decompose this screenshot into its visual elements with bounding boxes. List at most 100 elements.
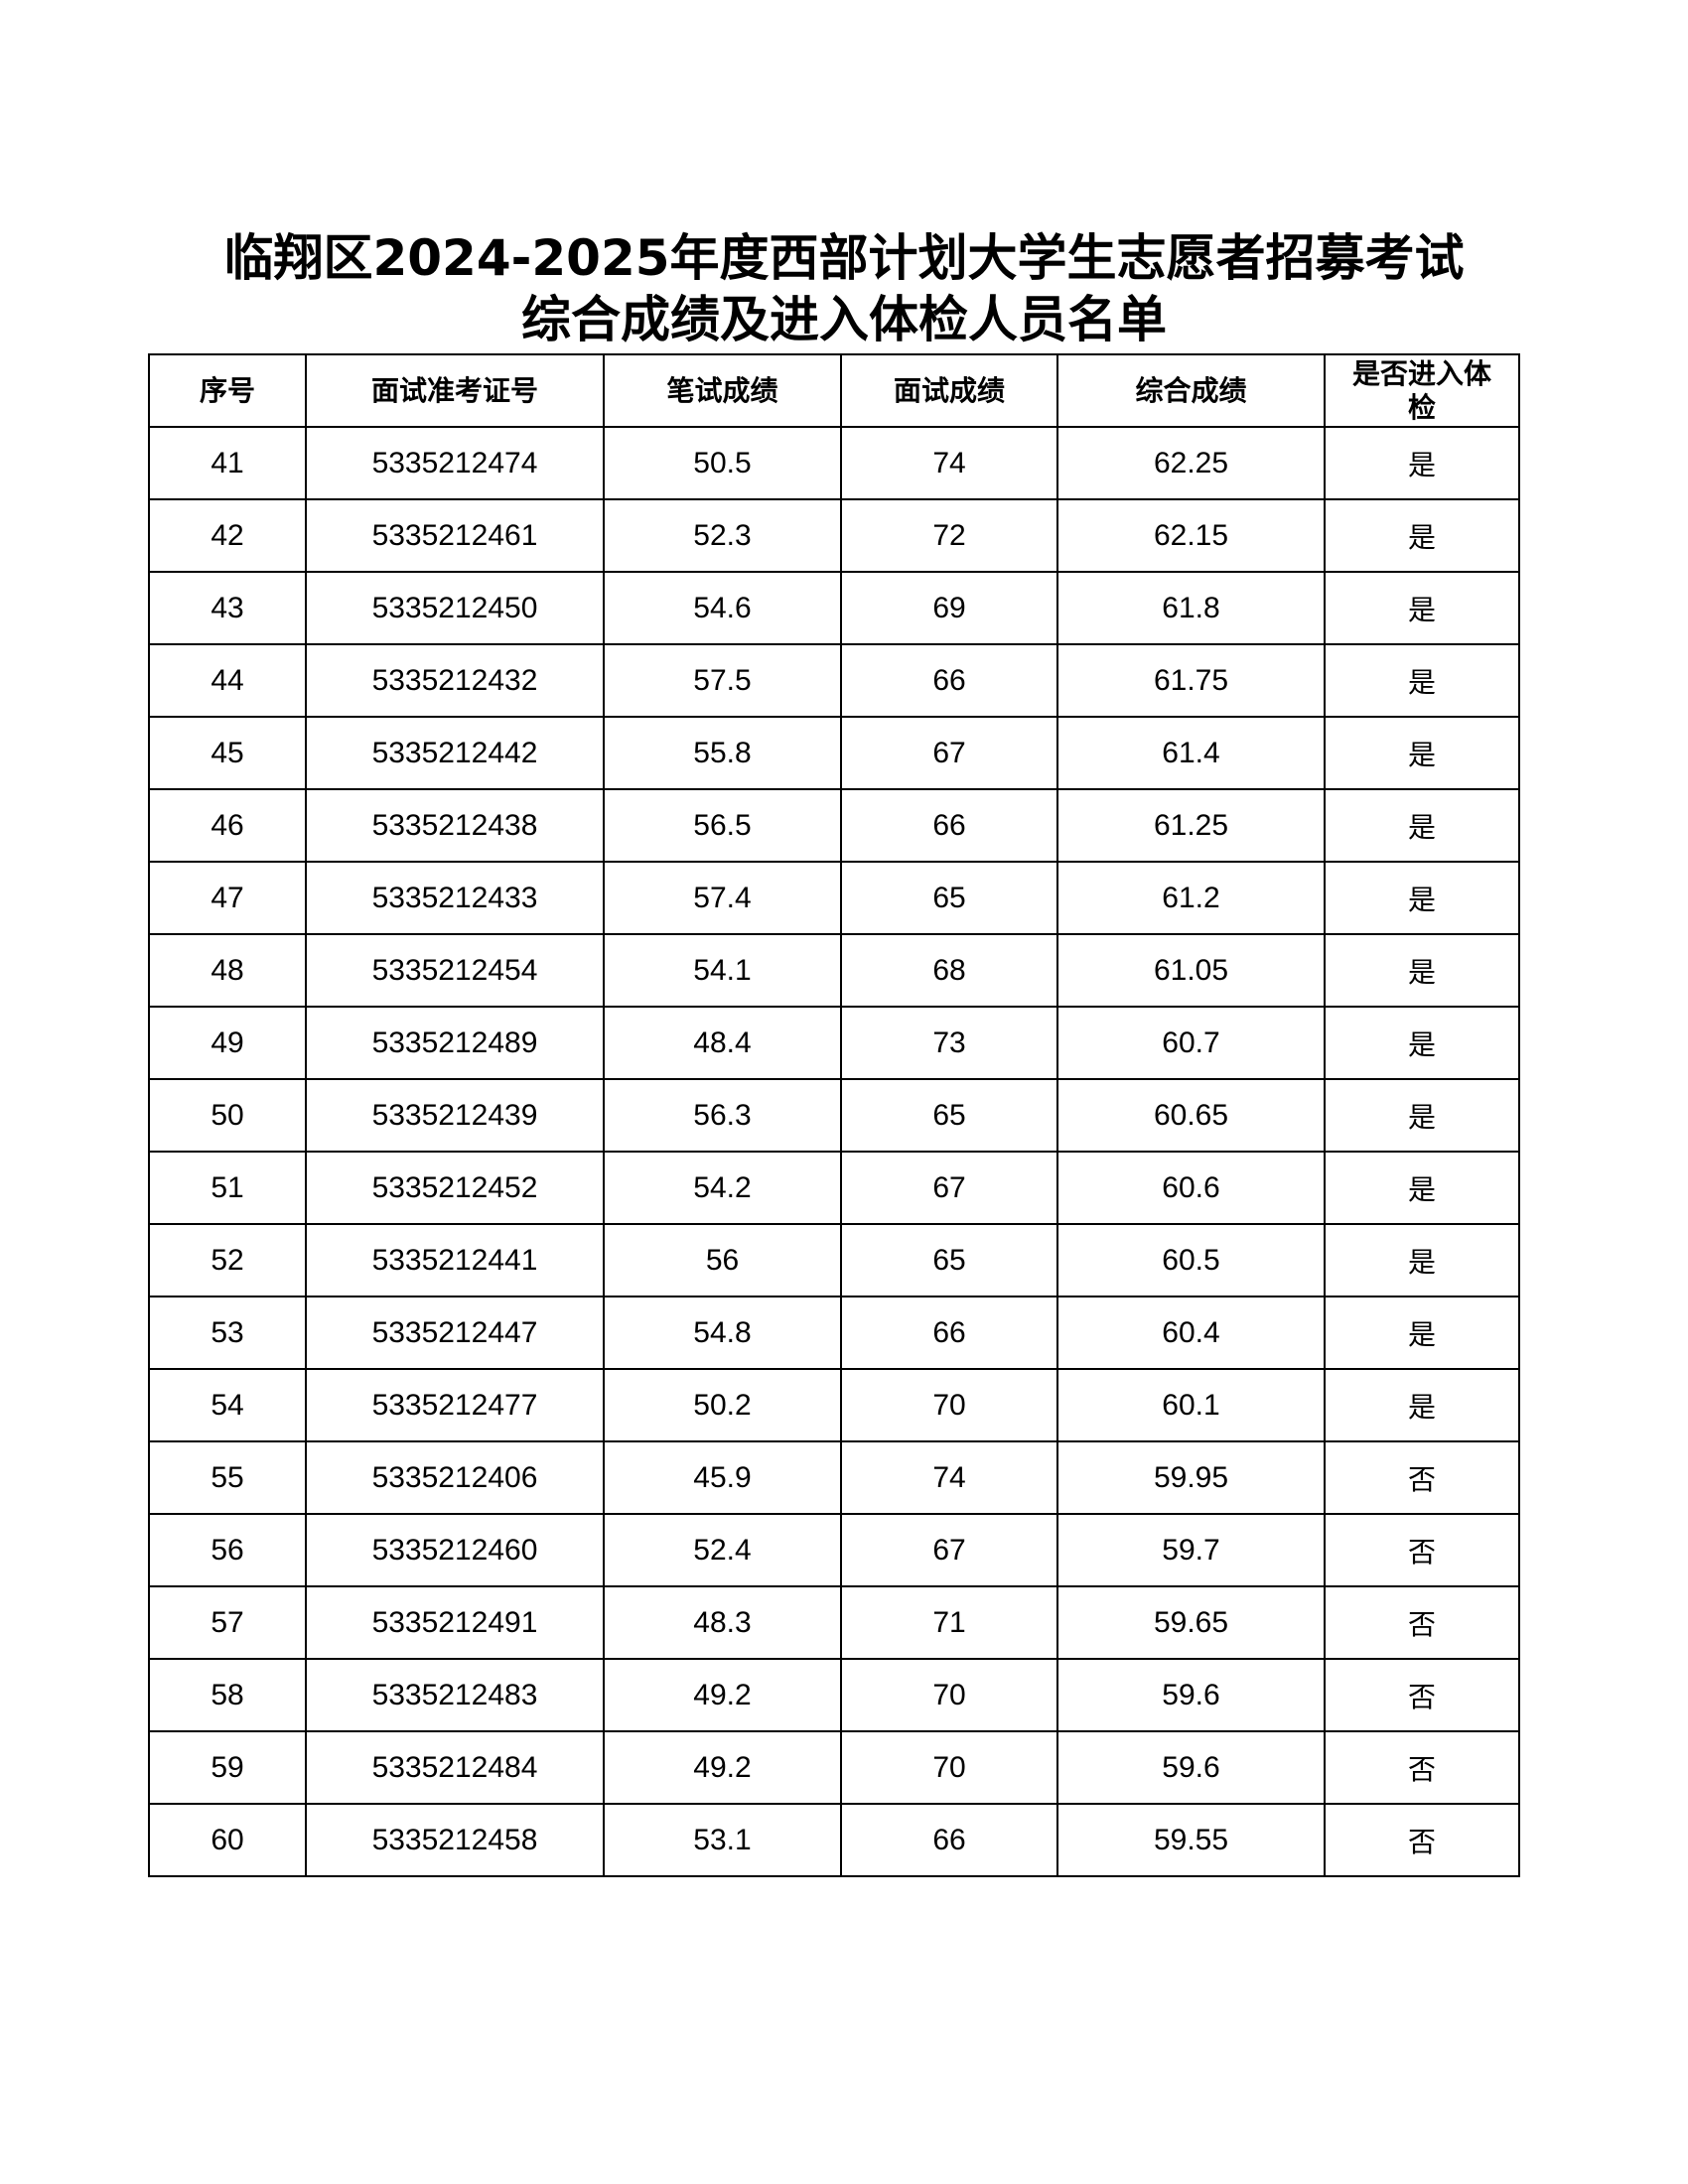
cell-interview-score: 69 (840, 571, 1058, 645)
cell-index: 49 (148, 1006, 307, 1080)
cell-total-score: 59.95 (1056, 1440, 1326, 1515)
cell-written-score: 54.6 (603, 571, 842, 645)
cell-index: 51 (148, 1151, 307, 1225)
table-header-row: 序号 面试准考证号 笔试成绩 面试成绩 综合成绩 是否进入体检 (148, 353, 1520, 428)
cell-index: 50 (148, 1078, 307, 1153)
cell-interview-score: 73 (840, 1006, 1058, 1080)
header-physical-exam: 是否进入体检 (1324, 353, 1520, 428)
cell-written-score: 48.3 (603, 1585, 842, 1660)
cell-ticket-number: 5335212474 (305, 426, 605, 500)
cell-interview-score: 70 (840, 1730, 1058, 1805)
cell-physical-exam: 否 (1324, 1658, 1520, 1732)
cell-index: 42 (148, 498, 307, 573)
cell-physical-exam: 是 (1324, 426, 1520, 500)
cell-ticket-number: 5335212438 (305, 788, 605, 863)
cell-physical-exam: 是 (1324, 788, 1520, 863)
header-physical-exam-label: 是否进入体检 (1351, 356, 1491, 424)
cell-total-score: 60.7 (1056, 1006, 1326, 1080)
cell-interview-score: 67 (840, 716, 1058, 790)
cell-index: 47 (148, 861, 307, 935)
cell-ticket-number: 5335212406 (305, 1440, 605, 1515)
cell-index: 46 (148, 788, 307, 863)
cell-physical-exam: 是 (1324, 571, 1520, 645)
cell-ticket-number: 5335212458 (305, 1803, 605, 1877)
table-row: 57 5335212491 48.3 71 59.65 否 (148, 1585, 1520, 1660)
cell-index: 43 (148, 571, 307, 645)
cell-index: 54 (148, 1368, 307, 1442)
cell-index: 44 (148, 643, 307, 718)
table-row: 53 5335212447 54.8 66 60.4 是 (148, 1296, 1520, 1370)
cell-written-score: 53.1 (603, 1803, 842, 1877)
cell-physical-exam: 是 (1324, 1151, 1520, 1225)
cell-total-score: 59.6 (1056, 1658, 1326, 1732)
cell-index: 58 (148, 1658, 307, 1732)
cell-physical-exam: 是 (1324, 933, 1520, 1008)
cell-total-score: 61.75 (1056, 643, 1326, 718)
cell-written-score: 52.4 (603, 1513, 842, 1587)
cell-total-score: 61.25 (1056, 788, 1326, 863)
cell-total-score: 59.6 (1056, 1730, 1326, 1805)
cell-interview-score: 74 (840, 426, 1058, 500)
cell-index: 57 (148, 1585, 307, 1660)
cell-ticket-number: 5335212477 (305, 1368, 605, 1442)
cell-interview-score: 66 (840, 1296, 1058, 1370)
cell-total-score: 62.15 (1056, 498, 1326, 573)
table-row: 46 5335212438 56.5 66 61.25 是 (148, 788, 1520, 863)
header-total-score: 综合成绩 (1056, 353, 1326, 428)
cell-total-score: 59.7 (1056, 1513, 1326, 1587)
cell-total-score: 60.65 (1056, 1078, 1326, 1153)
cell-physical-exam: 否 (1324, 1440, 1520, 1515)
cell-ticket-number: 5335212432 (305, 643, 605, 718)
cell-physical-exam: 是 (1324, 1368, 1520, 1442)
cell-index: 53 (148, 1296, 307, 1370)
cell-total-score: 61.05 (1056, 933, 1326, 1008)
cell-interview-score: 74 (840, 1440, 1058, 1515)
table-row: 60 5335212458 53.1 66 59.55 否 (148, 1803, 1520, 1877)
cell-interview-score: 70 (840, 1658, 1058, 1732)
cell-total-score: 62.25 (1056, 426, 1326, 500)
cell-written-score: 45.9 (603, 1440, 842, 1515)
cell-ticket-number: 5335212489 (305, 1006, 605, 1080)
cell-written-score: 57.5 (603, 643, 842, 718)
cell-index: 60 (148, 1803, 307, 1877)
document-title-line-1: 临翔区2024-2025年度西部计划大学生志愿者招募考试 (223, 229, 1465, 287)
cell-interview-score: 65 (840, 1078, 1058, 1153)
table-row: 43 5335212450 54.6 69 61.8 是 (148, 571, 1520, 645)
table-row: 54 5335212477 50.2 70 60.1 是 (148, 1368, 1520, 1442)
cell-ticket-number: 5335212454 (305, 933, 605, 1008)
cell-physical-exam: 是 (1324, 1006, 1520, 1080)
table-row: 42 5335212461 52.3 72 62.15 是 (148, 498, 1520, 573)
cell-interview-score: 72 (840, 498, 1058, 573)
cell-ticket-number: 5335212439 (305, 1078, 605, 1153)
table-row: 44 5335212432 57.5 66 61.75 是 (148, 643, 1520, 718)
cell-written-score: 52.3 (603, 498, 842, 573)
cell-interview-score: 70 (840, 1368, 1058, 1442)
table-row: 49 5335212489 48.4 73 60.7 是 (148, 1006, 1520, 1080)
cell-total-score: 61.8 (1056, 571, 1326, 645)
cell-physical-exam: 是 (1324, 643, 1520, 718)
cell-written-score: 54.8 (603, 1296, 842, 1370)
table-row: 59 5335212484 49.2 70 59.6 否 (148, 1730, 1520, 1805)
cell-ticket-number: 5335212491 (305, 1585, 605, 1660)
cell-index: 48 (148, 933, 307, 1008)
cell-total-score: 60.4 (1056, 1296, 1326, 1370)
cell-ticket-number: 5335212447 (305, 1296, 605, 1370)
cell-written-score: 54.1 (603, 933, 842, 1008)
header-interview-score: 面试成绩 (840, 353, 1058, 428)
cell-interview-score: 65 (840, 1223, 1058, 1297)
table-row: 51 5335212452 54.2 67 60.6 是 (148, 1151, 1520, 1225)
results-table: 序号 面试准考证号 笔试成绩 面试成绩 综合成绩 是否进入体检 41 533521… (148, 353, 1520, 1877)
cell-physical-exam: 是 (1324, 1223, 1520, 1297)
cell-physical-exam: 是 (1324, 861, 1520, 935)
cell-ticket-number: 5335212442 (305, 716, 605, 790)
cell-index: 41 (148, 426, 307, 500)
cell-ticket-number: 5335212460 (305, 1513, 605, 1587)
cell-interview-score: 68 (840, 933, 1058, 1008)
table-row: 47 5335212433 57.4 65 61.2 是 (148, 861, 1520, 935)
table-row: 52 5335212441 56 65 60.5 是 (148, 1223, 1520, 1297)
cell-interview-score: 66 (840, 643, 1058, 718)
cell-index: 59 (148, 1730, 307, 1805)
cell-written-score: 49.2 (603, 1730, 842, 1805)
header-ticket-number: 面试准考证号 (305, 353, 605, 428)
cell-written-score: 56 (603, 1223, 842, 1297)
